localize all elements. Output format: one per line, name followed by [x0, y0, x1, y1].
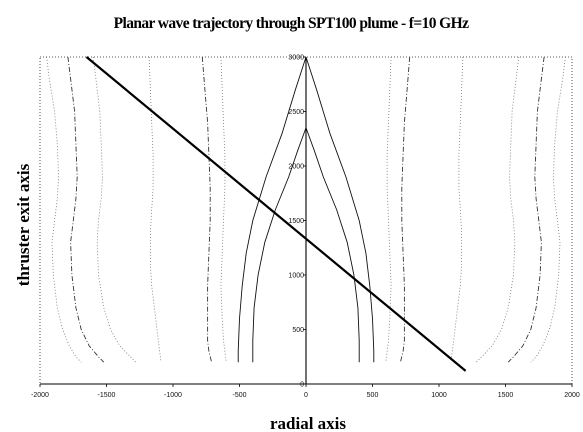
contour-line-11 [385, 56, 392, 363]
x-tick-label: 0 [304, 392, 308, 399]
y-tick-label: 2000 [288, 164, 304, 171]
wave-trajectory-line [85, 56, 467, 372]
y-tick-label: 1500 [288, 218, 304, 225]
contour-line-5 [201, 56, 213, 363]
trajectory-layer [85, 56, 467, 372]
chart-title: Planar wave trajectory through SPT100 pl… [114, 15, 469, 32]
contour-line-8 [305, 56, 375, 363]
contour-line-2 [67, 56, 105, 363]
contour-line-3 [92, 56, 137, 363]
contour-line-16 [530, 56, 566, 363]
y-tick-label: 1000 [288, 273, 304, 280]
x-tick-label: -500 [232, 392, 246, 399]
contour-line-9 [252, 127, 307, 363]
contour-line-15 [507, 56, 545, 363]
x-axis-title: radial axis [270, 414, 346, 432]
contour-line-6 [220, 56, 227, 363]
contour-line-12 [399, 56, 411, 363]
x-tick-label: 2000 [564, 392, 580, 399]
contour-line-4 [148, 56, 162, 363]
y-tick-label: 2500 [288, 109, 304, 116]
contour-line-10 [305, 127, 360, 363]
y-axis-title: thruster exit axis [14, 163, 33, 286]
y-tick-label: 0 [300, 382, 304, 389]
x-tick-label: -1000 [164, 392, 182, 399]
x-tick-label: 1000 [431, 392, 447, 399]
x-tick-label: -2000 [31, 392, 49, 399]
y-tick-label: 3000 [288, 55, 304, 62]
contour-line-14 [475, 56, 520, 363]
y-tick-label: 500 [292, 327, 304, 334]
x-tick-label: -1500 [98, 392, 116, 399]
x-tick-label: 500 [367, 392, 379, 399]
axes-layer: -2000 -1500 -1000 -500 0 500 1000 1500 2000 0 500 1… [31, 55, 580, 400]
contours-layer [46, 56, 566, 363]
contour-line-7 [237, 56, 307, 363]
x-tick-label: 1500 [498, 392, 514, 399]
contour-line-1 [46, 56, 82, 363]
contour-line-13 [450, 56, 464, 363]
